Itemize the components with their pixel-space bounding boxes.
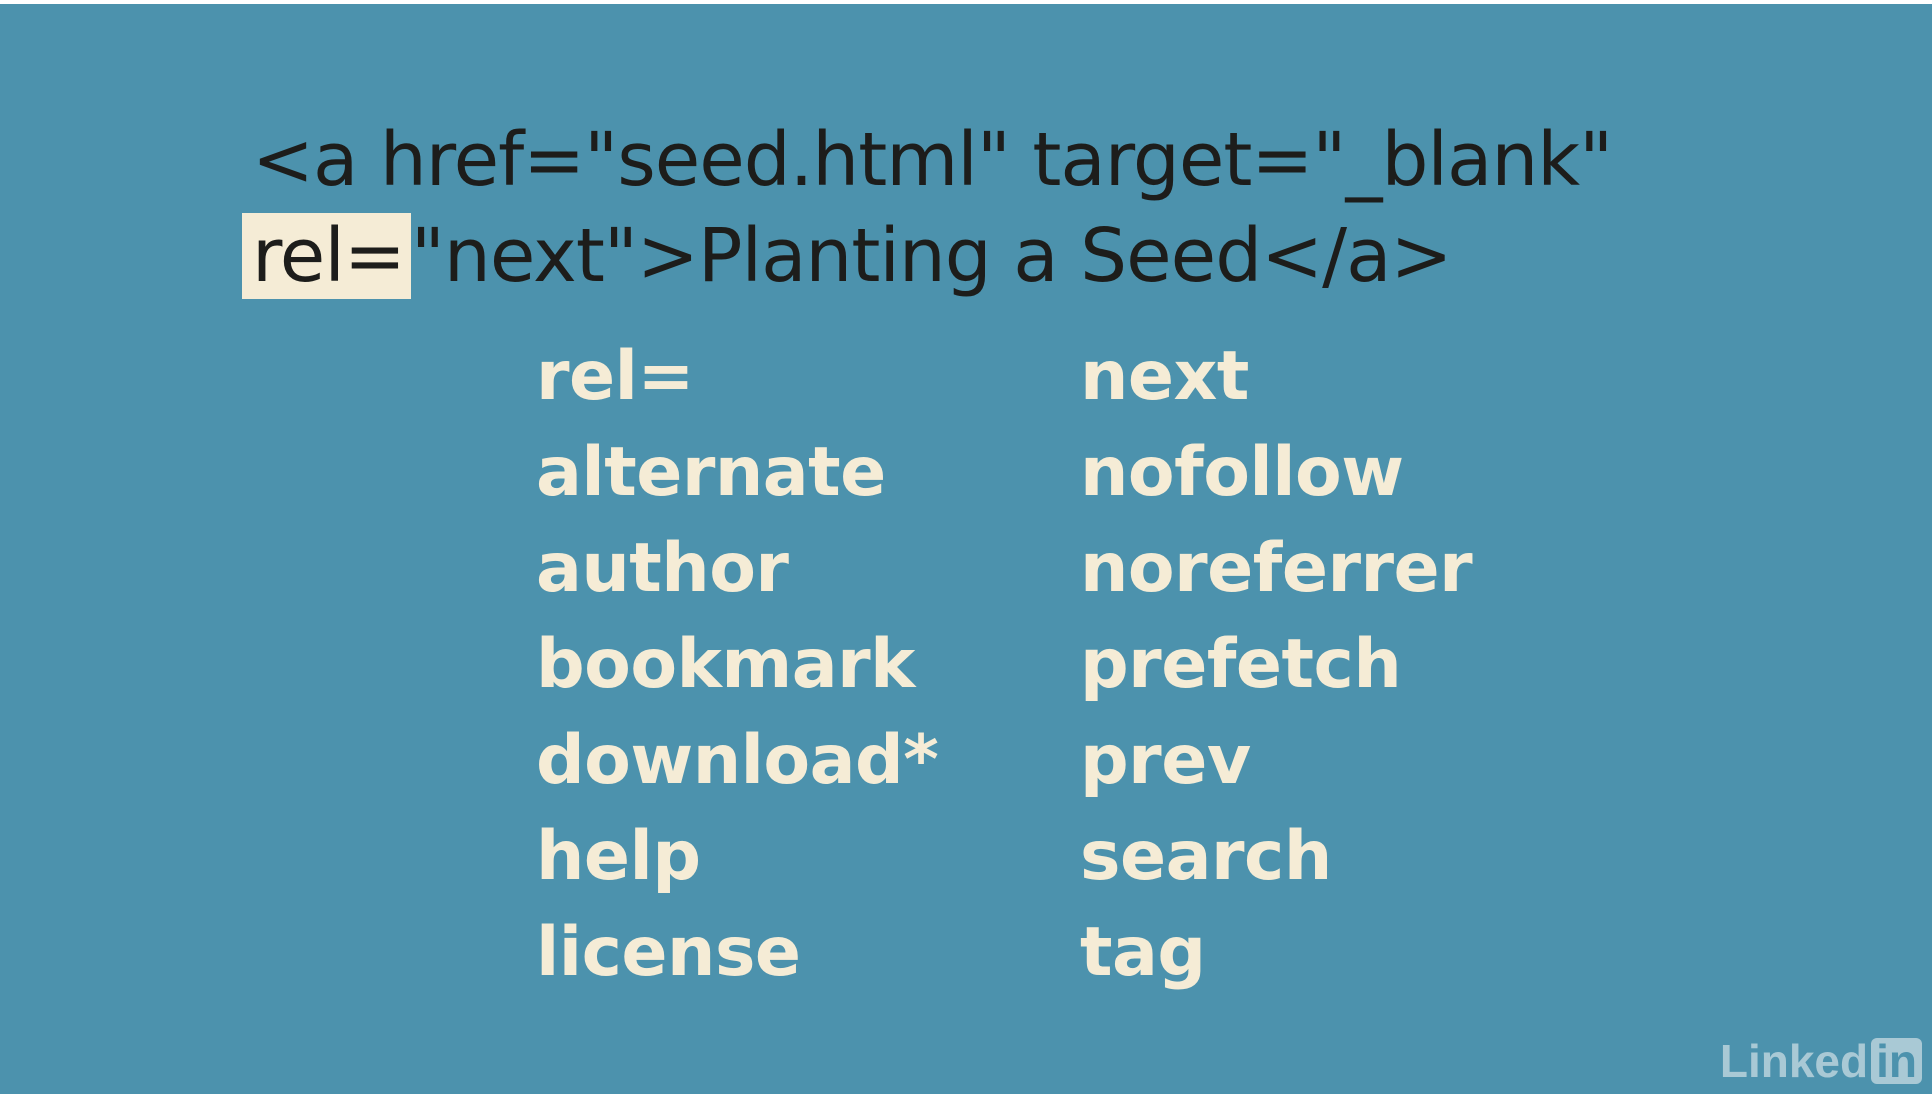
list-item: license <box>536 913 801 992</box>
slide: <a href="seed.html" target="_blank" rel=… <box>0 4 1932 1094</box>
linkedin-logo-text: Linked <box>1719 1035 1869 1087</box>
list-item: rel= <box>536 337 694 416</box>
list-item: tag <box>1080 913 1206 992</box>
list-item: prev <box>1080 721 1251 800</box>
rel-values-right-column: next nofollow noreferrer prefetch prev s… <box>1080 329 1473 1001</box>
list-item: bookmark <box>536 625 915 704</box>
highlighted-attribute: rel= <box>242 213 411 299</box>
list-item: help <box>536 817 701 896</box>
linkedin-logo-badge: in <box>1871 1038 1922 1084</box>
code-line-2: rel="next">Planting a Seed</a> <box>242 208 1612 304</box>
list-item: nofollow <box>1080 433 1404 512</box>
code-line-1: <a href="seed.html" target="_blank" <box>252 117 1613 203</box>
list-item: alternate <box>536 433 886 512</box>
list-item: prefetch <box>1080 625 1402 704</box>
rel-values-left-column: rel= alternate author bookmark download*… <box>536 329 939 1001</box>
list-item: next <box>1080 337 1249 416</box>
code-line-2-rest: "next">Planting a Seed</a> <box>410 213 1453 299</box>
linkedin-logo: Linked in <box>1720 1034 1922 1088</box>
list-item: download* <box>536 721 939 800</box>
list-item: noreferrer <box>1080 529 1473 608</box>
list-item: author <box>536 529 789 608</box>
list-item: search <box>1080 817 1332 896</box>
code-example: <a href="seed.html" target="_blank" rel=… <box>242 112 1613 304</box>
